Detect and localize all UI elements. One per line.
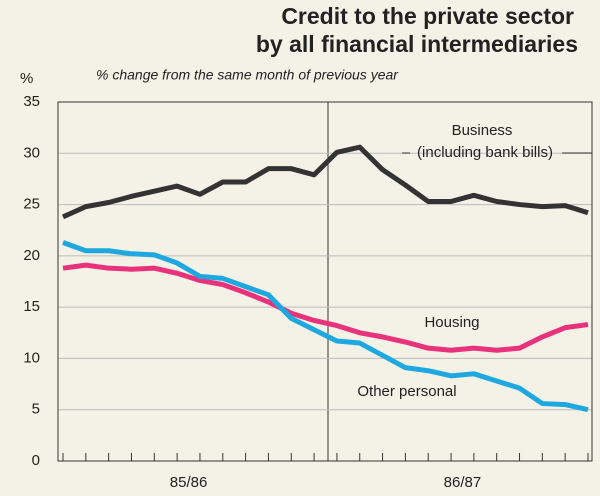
series-label: Other personal bbox=[357, 383, 456, 400]
x-group-label: 86/87 bbox=[444, 474, 482, 491]
series-line bbox=[62, 240, 589, 413]
series-label: Housing bbox=[424, 314, 479, 331]
y-tick-label: 30 bbox=[23, 144, 40, 161]
x-group-label: 85/86 bbox=[170, 474, 208, 491]
series-line bbox=[61, 144, 589, 220]
y-tick-label: 35 bbox=[23, 93, 40, 110]
series-note: (including bank bills) bbox=[417, 144, 553, 161]
y-tick-label: 25 bbox=[23, 196, 40, 213]
y-axis-label: % bbox=[20, 70, 33, 87]
chart-title: by all financial intermediaries bbox=[256, 31, 578, 57]
series-label: Business bbox=[452, 122, 513, 139]
y-tick-label: 20 bbox=[23, 247, 40, 264]
y-tick-label: 0 bbox=[32, 452, 40, 469]
y-tick-label: 10 bbox=[23, 349, 40, 366]
series-line bbox=[62, 262, 589, 353]
chart-subtitle: % change from the same month of previous… bbox=[96, 67, 399, 83]
y-tick-label: 15 bbox=[23, 298, 40, 315]
y-tick-label: 5 bbox=[32, 401, 40, 418]
chart-title: Credit to the private sector bbox=[281, 3, 574, 29]
plot-frame bbox=[57, 101, 593, 462]
